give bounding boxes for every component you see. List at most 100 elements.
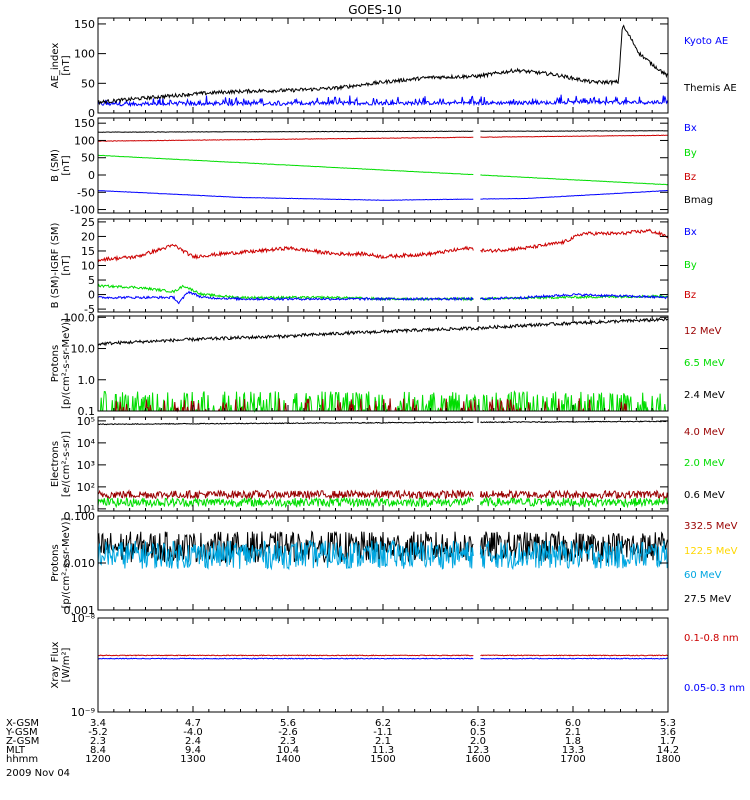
footer-row-label: Y-GSM [5, 727, 38, 738]
legend-entry: Bx [684, 123, 697, 134]
series-line-0-1-0-8-nm [480, 654, 669, 657]
footer-cell: 13.3 [562, 745, 584, 756]
y-tick-label: 50 [81, 77, 95, 90]
legend-entry: 27.5 MeV [684, 594, 731, 605]
y-tick-label: 0.010 [64, 557, 96, 570]
y-tick-label: 1.0 [78, 374, 96, 387]
y-tick-label: 10³ [77, 459, 95, 472]
y-tick-label: -5 [84, 303, 95, 316]
series-line-bx [480, 293, 669, 301]
y-tick-label: 100.0 [64, 311, 96, 324]
footer-cell: 1500 [370, 754, 395, 765]
footer-cell: 1400 [275, 754, 300, 765]
y-tick-label: 150 [74, 18, 95, 31]
y-tick-label: -50 [77, 186, 95, 199]
series-line-27-5-mev [479, 531, 669, 564]
series-line-4-0-mev [97, 489, 474, 501]
y-tick-label: 0 [88, 169, 95, 182]
y-tick-label: 15 [81, 245, 95, 258]
series-line-0-1-0-8-nm [97, 654, 474, 657]
footer-cell: 2.3 [90, 736, 106, 747]
y-tick-label: -100 [70, 204, 95, 217]
series-line-2-0-mev [479, 496, 669, 509]
footer-cell: 1.8 [565, 736, 581, 747]
legend-entry: 2.4 MeV [684, 390, 725, 401]
panel-7: 10⁻⁹ 10⁻⁸ Xray Flux [W/m²] 0.1-0.8 nm 0.05-0.… [50, 612, 745, 719]
footer-cell: 5.6 [280, 718, 296, 729]
y-tick-label: 10.0 [71, 343, 96, 356]
y-axis-label: [p/(cm²-s-sr-MeV)] [61, 318, 72, 409]
panel-6: 0.001 0.010 0.100 Protons [p/(cm²-s-sr-MeV)]… [50, 510, 738, 617]
panel-1: 0 50 100 150 AE_index [nT] Kyoto AE Themis AE [50, 17, 737, 120]
footer-cell: 10.4 [277, 745, 299, 756]
footer-cell: -4.0 [183, 727, 203, 738]
series-line-bx [97, 190, 474, 201]
footer-cell: 6.0 [565, 718, 581, 729]
footer-cell: 1300 [180, 754, 205, 765]
legend-entry: 60 MeV [684, 570, 722, 581]
y-tick-label: 5 [88, 274, 95, 287]
series-line-themis-ae [97, 24, 669, 106]
footer-cell: 1700 [560, 754, 585, 765]
footer-cell: 2.4 [185, 736, 201, 747]
y-tick-label: 100 [74, 134, 95, 147]
y-axis-label: Protons [50, 345, 61, 382]
series-line-2-0-mev [97, 496, 474, 509]
series-line-4-0-mev [479, 489, 669, 501]
footer-cell: 0.5 [470, 727, 486, 738]
legend-entry: By [684, 148, 697, 159]
footer-cell: 1600 [465, 754, 490, 765]
series-line-0-05-0-3-nm [480, 657, 669, 660]
footer-cell: -5.2 [88, 727, 108, 738]
series-line-60-mev [97, 539, 474, 571]
series-line-bz [97, 136, 474, 142]
footer-cell: 2.1 [565, 727, 581, 738]
series-line-bx [480, 189, 668, 200]
y-tick-label: 10⁻⁹ [71, 706, 95, 719]
y-tick-label: 10⁵ [77, 415, 95, 428]
y-axis-label: [e/(cm²-s-sr)] [61, 431, 72, 497]
series-line-bmag [480, 130, 668, 132]
footer-cell: 4.7 [185, 718, 201, 729]
footer-cell: 8.4 [90, 745, 106, 756]
legend-entry: By [684, 260, 697, 271]
x-axis-footer: X-GSM 3.4 4.7 5.6 6.2 6.3 6.0 5.3 Y-GSM -5.2 -4.0 -… [5, 718, 681, 765]
y-axis-label: [nT] [61, 255, 72, 275]
series-line-bmag [98, 130, 474, 133]
y-tick-label: 0 [88, 107, 95, 120]
panel-4: 0.1 1.0 10.0 100.0 Protons [p/(cm²-s-sr-MeV)]… [50, 311, 725, 418]
y-axis-label: [nT] [61, 55, 72, 75]
series-line-by [480, 174, 669, 186]
footer-cell: 5.3 [660, 718, 676, 729]
series-line-0-6-mev [97, 421, 474, 426]
footer-cell: 3.4 [90, 718, 106, 729]
footer-cell: 9.4 [185, 745, 201, 756]
y-axis-label: [W/m²] [61, 647, 72, 682]
legend-entry: Kyoto AE [684, 36, 728, 47]
y-tick-label: 25 [81, 216, 95, 229]
series-line-bz [480, 228, 669, 254]
series-line-bz [97, 243, 474, 263]
legend-entry: 0.6 MeV [684, 490, 725, 501]
footer-cell: -1.1 [373, 727, 393, 738]
y-tick-label: 0 [88, 289, 95, 302]
legend-entry: 0.05-0.3 nm [684, 683, 745, 694]
y-tick-label: 10⁻⁸ [71, 612, 96, 625]
legend-entry: 0.1-0.8 nm [684, 633, 739, 644]
y-axis-label: [nT] [61, 155, 72, 175]
footer-row-label: hhmm [6, 754, 38, 765]
legend-entry: 4.0 MeV [684, 427, 725, 438]
y-tick-label: 20 [81, 230, 95, 243]
legend-entry: 332.5 MeV [684, 521, 738, 532]
y-axis-label: AE_index [50, 43, 61, 89]
series-line-kyoto-ae [97, 94, 669, 108]
chart-title: GOES-10 [348, 3, 402, 17]
panel-2: -100 -50 0 50 100 150 B (SM) [nT] Bx By Bz Bmag [50, 117, 713, 216]
y-axis-label: Protons [50, 544, 61, 581]
legend-entry: Bz [684, 172, 696, 183]
y-axis-label: Xray Flux [50, 641, 61, 688]
legend-entry: Bx [684, 227, 697, 238]
y-tick-label: 10 [81, 260, 95, 273]
